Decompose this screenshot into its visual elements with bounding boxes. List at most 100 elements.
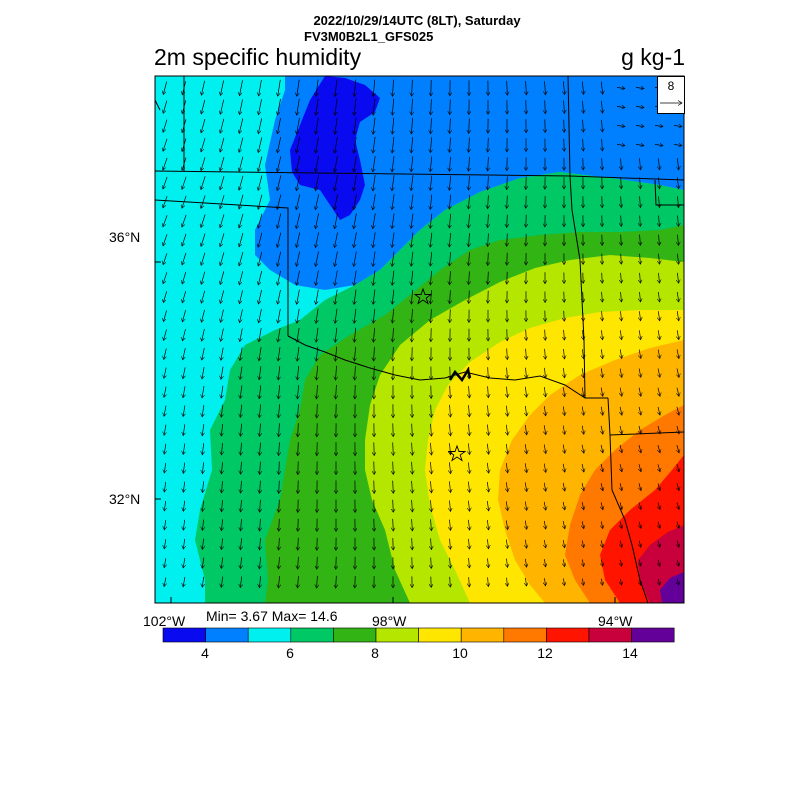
- wind-vector: [506, 463, 507, 473]
- wind-vector: [601, 349, 602, 358]
- wind-vector: [411, 232, 413, 248]
- wind-vector: [220, 118, 225, 133]
- wind-vector: [525, 539, 526, 549]
- wind-vector: [201, 138, 206, 152]
- wind-vector: [182, 119, 187, 132]
- wind-vector: [544, 539, 545, 548]
- wind-vector: [392, 232, 394, 248]
- wind-vector: [639, 425, 641, 434]
- wind-vector: [677, 521, 679, 529]
- wind-vector: [639, 387, 641, 397]
- wind-vector: [182, 81, 187, 95]
- wind-vector: [296, 213, 301, 228]
- wind-vector: [164, 443, 166, 454]
- wind-vector: [526, 348, 527, 360]
- wind-vector: [202, 424, 204, 436]
- wind-vector: [488, 195, 489, 208]
- wind-vector: [392, 194, 394, 209]
- wind-vector: [336, 365, 337, 380]
- wind-vector: [164, 500, 165, 511]
- wind-vector: [621, 272, 622, 283]
- wind-vector: [677, 387, 679, 397]
- wind-vector: [298, 442, 299, 455]
- wind-vector: [354, 136, 357, 153]
- wind-vector: [469, 118, 470, 134]
- wind-vector: [507, 176, 508, 189]
- colorbar: [162, 627, 675, 643]
- wind-vector: [525, 405, 526, 416]
- wind-vector: [430, 213, 432, 229]
- wind-vector: [220, 195, 225, 209]
- wind-vector: [164, 405, 166, 417]
- wind-vector: [488, 367, 489, 379]
- wind-vector: [450, 443, 451, 455]
- wind-vector: [220, 233, 225, 246]
- wind-vector: [564, 578, 565, 585]
- wind-vector: [335, 346, 336, 361]
- wind-vector: [298, 575, 299, 588]
- wind-vector: [563, 425, 565, 435]
- wind-vector: [506, 405, 507, 417]
- wind-vector: [392, 251, 394, 267]
- wind-vector: [240, 557, 241, 568]
- wind-vector: [487, 424, 488, 436]
- wind-vector: [639, 578, 640, 585]
- wind-vector: [450, 519, 451, 531]
- wind-vector: [507, 558, 508, 568]
- wind-vector: [639, 349, 641, 359]
- wind-vector: [220, 99, 225, 115]
- wind-vector: [640, 215, 641, 227]
- wind-vector: [278, 404, 279, 417]
- wind-vector: [259, 385, 261, 398]
- wind-vector: [163, 138, 168, 151]
- wind-vector: [564, 348, 565, 359]
- wind-vector: [373, 270, 375, 286]
- wind-vector: [373, 117, 375, 134]
- wind-vector: [393, 346, 394, 361]
- wind-vector: [393, 327, 394, 342]
- wind-vector: [163, 100, 168, 114]
- wind-vector: [164, 558, 166, 567]
- wind-vector: [163, 176, 168, 189]
- wind-vector: [658, 445, 660, 453]
- wind-vector: [620, 464, 622, 472]
- wind-vector: [393, 518, 394, 531]
- wind-vector: [354, 327, 355, 342]
- wind-vector: [258, 251, 263, 266]
- wind-vector: [544, 387, 545, 397]
- wind-vector: [601, 368, 602, 377]
- colorbar-swatch: [460, 627, 505, 643]
- wind-vector: [277, 270, 281, 285]
- wind-vector: [411, 175, 413, 190]
- wind-vector: [468, 214, 469, 228]
- wind-vector: [621, 158, 622, 170]
- boundary-ok-panhandle: [155, 199, 289, 336]
- wind-vector: [412, 499, 413, 512]
- wind-vector: [506, 501, 507, 510]
- wind-vector: [221, 385, 223, 398]
- wind-vector: [373, 98, 375, 116]
- wind-vector: [392, 213, 394, 228]
- wind-vector: [635, 106, 644, 107]
- wind-vector: [201, 80, 205, 95]
- wind-vector: [335, 155, 338, 172]
- wind-vector: [335, 232, 338, 247]
- wind-vector: [316, 327, 318, 342]
- wind-vector: [298, 556, 299, 569]
- wind-vector: [412, 98, 413, 115]
- wind-vector: [182, 138, 187, 152]
- wind-vector: [259, 79, 262, 96]
- wind-vector: [260, 537, 261, 550]
- wind-vector: [336, 384, 337, 399]
- wind-vector: [449, 462, 450, 473]
- wind-vector: [544, 406, 545, 416]
- wind-vector: [601, 81, 602, 95]
- wind-vector: [639, 406, 641, 415]
- wind-vector: [277, 194, 282, 210]
- wind-vector: [640, 177, 641, 188]
- wind-vector: [239, 137, 244, 153]
- wind-vector: [335, 213, 338, 228]
- wind-vector: [279, 442, 280, 455]
- wind-vector: [222, 481, 223, 493]
- wind-vector: [507, 80, 508, 95]
